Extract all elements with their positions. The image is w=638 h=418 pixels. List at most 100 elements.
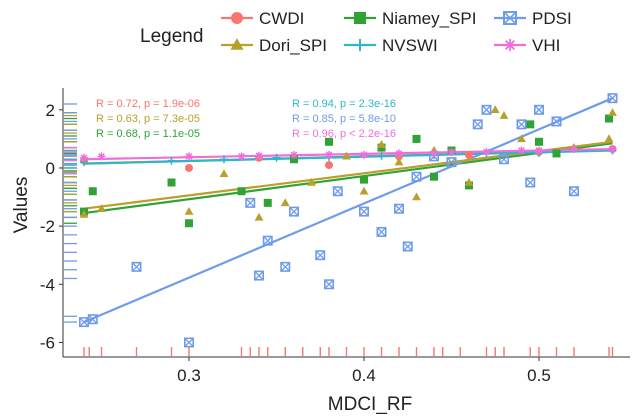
data-point [482, 147, 491, 156]
data-point [185, 163, 193, 172]
data-point [525, 177, 536, 188]
data-point [604, 134, 614, 143]
data-point [254, 212, 264, 221]
data-point [280, 261, 291, 272]
data-point [290, 150, 298, 159]
legend-label: NVSWI [382, 36, 438, 55]
legend-label: VHI [532, 36, 560, 55]
data-point [131, 261, 142, 272]
data-point [394, 157, 404, 166]
data-point [87, 314, 98, 325]
data-point [290, 155, 298, 164]
x-axis-label: MDCI_RF [328, 394, 412, 415]
data-point [80, 153, 88, 162]
data-point [359, 186, 369, 195]
data-point [446, 157, 457, 168]
data-point [605, 114, 613, 123]
data-point [430, 172, 438, 181]
legend-item: NVSWI [344, 36, 438, 55]
data-point [315, 250, 326, 261]
data-point [358, 206, 369, 217]
stat-label: R = 0.94, p = 2.3e-16 [292, 98, 396, 110]
data-point [360, 150, 368, 159]
data-point [552, 149, 561, 158]
data-point [307, 177, 316, 186]
data-point [325, 150, 333, 159]
x-tick-label: 0.5 [527, 366, 551, 385]
data-point [608, 108, 617, 116]
stat-label: R = 0.72, p = 1.9e-06 [96, 98, 200, 110]
legend-label: PDSI [532, 9, 572, 28]
data-point [535, 146, 543, 155]
legend-item: PDSI [494, 9, 572, 28]
data-point [184, 337, 195, 348]
x-tick-label: 0.4 [352, 366, 376, 385]
legend-item: Dori_SPI [221, 36, 327, 55]
stat-annotations: R = 0.72, p = 1.9e-06 R = 0.68, p = 1.1e-… [96, 98, 396, 140]
data-point [219, 169, 229, 177]
fit-line [83, 142, 613, 215]
data-point [533, 104, 544, 115]
data-point [516, 119, 527, 130]
legend-key-marker [230, 38, 244, 50]
data-point [517, 134, 526, 143]
data-point [498, 154, 509, 165]
legend-key-marker [503, 11, 517, 25]
stat-label: R = 0.63, p = 7.3e-05 [96, 113, 200, 125]
rugs [64, 103, 614, 356]
data-point [607, 93, 618, 104]
y-tick-label: 2 [46, 101, 55, 120]
data-point [255, 151, 263, 160]
stat-label: R = 0.96, p < 2.2e-16 [292, 128, 396, 140]
y-tick-label: -2 [40, 217, 55, 236]
data-point [472, 119, 483, 130]
legend-key-marker [354, 39, 366, 51]
data-point [185, 152, 193, 161]
data-point [220, 155, 228, 164]
data-point [464, 177, 474, 186]
data-point [167, 156, 176, 165]
data-point [608, 145, 617, 154]
legend-label: CWDI [259, 9, 304, 28]
data-point [237, 152, 246, 161]
data-point [332, 186, 343, 197]
data-point [245, 197, 256, 208]
y-tick-label: -4 [40, 275, 55, 294]
legend: Legend CWDI Niamey_SPI PDSI Dori_SPI NVSWI VHI [140, 9, 572, 55]
data-point [568, 186, 579, 197]
data-point [535, 137, 543, 146]
y-tick-label: -6 [40, 333, 55, 352]
data-point [393, 203, 404, 214]
axes: -6 -4 -2 0 2 0.3 0.4 0.5 [40, 88, 630, 385]
data-point [262, 235, 273, 246]
data-point [185, 219, 193, 228]
x-tick-label: 0.3 [177, 366, 201, 385]
data-point [325, 161, 333, 170]
data-point [325, 137, 333, 146]
data-point [447, 147, 456, 156]
y-tick-label: 0 [46, 159, 55, 178]
data-point [323, 279, 334, 290]
data-point [412, 192, 421, 201]
legend-label: Dori_SPI [259, 36, 327, 55]
data-point [570, 145, 578, 154]
data-point [526, 120, 535, 129]
legend-key-marker [354, 12, 366, 24]
data-point [263, 198, 272, 207]
legend-item: VHI [494, 36, 560, 55]
legend-key-marker [231, 12, 243, 24]
data-point [88, 187, 97, 196]
data-point [395, 149, 403, 158]
data-point [79, 209, 89, 218]
data-point [517, 146, 526, 155]
data-point [254, 270, 265, 281]
legend-item: CWDI [221, 9, 304, 28]
data-point [377, 140, 386, 148]
data-points [79, 93, 618, 348]
data-point [430, 149, 438, 158]
y-axis-label: Values [11, 177, 32, 234]
data-point [342, 151, 351, 160]
data-point [97, 152, 106, 161]
data-point [490, 105, 500, 114]
